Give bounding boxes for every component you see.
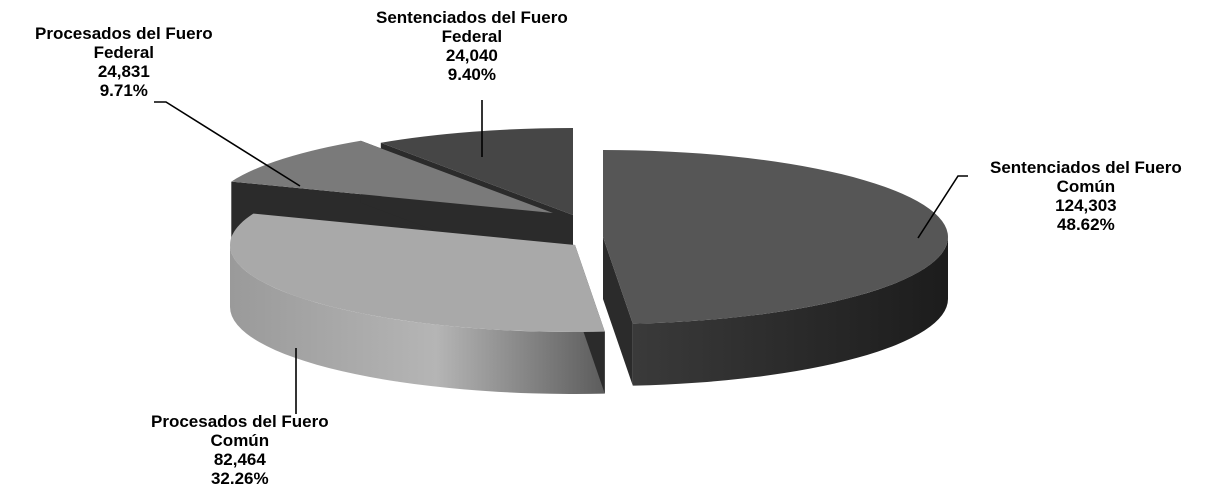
pie-slice-top-2: [231, 140, 553, 213]
slice-label: Federal: [93, 43, 155, 62]
slice-percent: 9.40%: [447, 65, 496, 84]
slice-percent: 32.26%: [210, 469, 269, 488]
pie-slice-cut-0-1: [603, 237, 633, 386]
pie-slice-side-1: [230, 245, 605, 394]
slice-label: Sentenciados del Fuero: [990, 158, 1182, 177]
slice-label: Común: [210, 431, 270, 450]
pie-slice-top-3: [380, 128, 573, 215]
leader-line-0: [917, 175, 968, 239]
slice-value: 24,040: [445, 46, 498, 65]
pie-slice-0: [603, 150, 948, 386]
data-label-1: Procesados del Fuero Común 82,464 32.26%: [151, 412, 329, 488]
data-label-3: Sentenciados del Fuero Federal 24,040 9.40%: [376, 8, 568, 84]
slice-percent: 48.62%: [1057, 215, 1115, 234]
pie-slice-top-1: [229, 213, 605, 332]
slice-value: 82,464: [213, 450, 266, 469]
slice-percent: 9.71%: [99, 81, 148, 100]
slice-label: Procesados del Fuero: [35, 24, 213, 43]
slice-value: 124,303: [1055, 196, 1117, 215]
slice-label: Procesados del Fuero: [151, 412, 329, 431]
pie-slice-1: [229, 213, 605, 394]
slice-label: Sentenciados del Fuero: [376, 8, 568, 27]
slice-label: Federal: [441, 27, 503, 46]
leader-line-2: [154, 101, 301, 187]
pie-slice-side-0: [632, 237, 948, 386]
data-label-0: Sentenciados del Fuero Común 124,303 48.62%: [990, 158, 1182, 234]
data-label-2: Procesados del Fuero Federal 24,831 9.71%: [35, 24, 213, 100]
pie-slice-top-0: [603, 150, 948, 324]
slice-value: 24,831: [97, 62, 150, 81]
slice-label: Común: [1056, 177, 1116, 196]
